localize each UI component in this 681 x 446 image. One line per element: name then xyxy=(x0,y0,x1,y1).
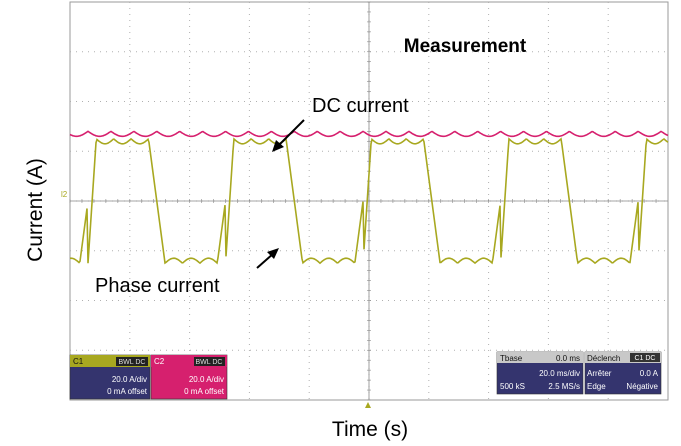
timebase-position: 0.0 ms xyxy=(556,354,580,363)
channel-1-coupling: BWL DC xyxy=(119,359,146,366)
phase-current-arrowhead xyxy=(267,248,279,259)
phase-current-trace xyxy=(69,137,669,265)
timebase-title: Tbase xyxy=(500,354,523,363)
channel-2-panel[interactable]: C2 BWL DC 20.0 A/div 0 mA offset xyxy=(150,354,228,400)
timebase-samples: 500 kS xyxy=(500,382,525,391)
ground-marker-label: l2 xyxy=(61,190,68,199)
dc-current-annotation: DC current xyxy=(312,95,409,117)
phase-current-annotation: Phase current xyxy=(95,275,220,297)
trigger-level: 0.0 A xyxy=(640,369,659,378)
channel-2-scale: 20.0 A/div xyxy=(189,375,224,384)
trigger-mode: Arrêter xyxy=(587,369,612,378)
timebase-panel[interactable]: Tbase 0.0 ms 20.0 ms/div 500 kS 2.5 MS/s xyxy=(496,351,584,395)
channel-1-tag: C1 xyxy=(73,357,84,366)
grid xyxy=(69,1,668,401)
trigger-position-marker xyxy=(365,402,371,408)
trigger-panel[interactable]: Déclench C1 DC Arrêter 0.0 A Edge Négati… xyxy=(584,351,662,395)
trigger-source-badge: C1 DC xyxy=(634,355,655,362)
trigger-slope: Négative xyxy=(626,382,658,391)
channel-2-offset: 0 mA offset xyxy=(184,387,225,396)
dc-current-trace xyxy=(69,130,669,138)
channel-2-coupling: BWL DC xyxy=(196,359,223,366)
chart-title: Measurement xyxy=(404,36,527,57)
timebase-rate: 20.0 ms/div xyxy=(539,369,580,378)
dc-current-arrowhead xyxy=(272,140,284,152)
channel-1-offset: 0 mA offset xyxy=(107,387,148,396)
trigger-type: Edge xyxy=(587,382,606,391)
trigger-title: Déclench xyxy=(587,354,620,363)
x-axis-label: Time (s) xyxy=(332,418,408,441)
channel-2-tag: C2 xyxy=(154,357,165,366)
dc-current-arrow xyxy=(276,119,305,148)
channel-1-panel[interactable]: C1 BWL DC 20.0 A/div 0 mA offset xyxy=(69,354,151,400)
y-axis-label: Current (A) xyxy=(24,158,47,262)
channel-1-scale: 20.0 A/div xyxy=(112,375,147,384)
timebase-sample-rate: 2.5 MS/s xyxy=(548,382,580,391)
